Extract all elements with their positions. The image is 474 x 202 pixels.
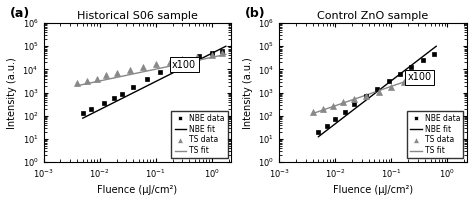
- NBE data: [219, 49, 225, 52]
- TS data: [341, 101, 346, 104]
- NBE data: [342, 110, 348, 113]
- NBE data: [324, 124, 329, 127]
- Y-axis label: Intensity (a.u.): Intensity (a.u.): [243, 57, 253, 128]
- Line: NBE data: NBE data: [80, 48, 224, 116]
- NBE data: [183, 59, 189, 61]
- NBE data: [101, 102, 107, 104]
- TS data: [114, 72, 119, 74]
- TS data: [320, 108, 326, 110]
- TS data: [140, 66, 146, 68]
- NBE data: [419, 59, 425, 61]
- Line: TS data: TS data: [310, 71, 433, 115]
- TS data: [376, 90, 382, 93]
- X-axis label: Fluence (μJ/cm²): Fluence (μJ/cm²): [333, 185, 413, 195]
- NBE data: [408, 66, 413, 68]
- Line: NBE data: NBE data: [316, 52, 437, 135]
- NBE data: [197, 55, 202, 57]
- NBE data: [111, 97, 117, 99]
- TS data: [428, 73, 433, 75]
- NBE data: [316, 131, 321, 133]
- NBE data: [386, 80, 392, 82]
- TS data: [153, 63, 159, 65]
- NBE data: [88, 108, 94, 110]
- Title: Control ZnO sample: Control ZnO sample: [318, 11, 428, 21]
- Text: (a): (a): [9, 7, 30, 20]
- X-axis label: Fluence (μJ/cm²): Fluence (μJ/cm²): [98, 185, 178, 195]
- NBE data: [374, 87, 380, 90]
- NBE data: [397, 73, 402, 75]
- TS data: [128, 69, 133, 71]
- TS data: [194, 56, 200, 58]
- TS data: [389, 86, 394, 88]
- TS data: [401, 81, 407, 83]
- TS data: [84, 80, 90, 82]
- NBE data: [144, 78, 150, 80]
- Text: (b): (b): [246, 7, 266, 20]
- TS data: [74, 82, 80, 85]
- TS data: [364, 94, 369, 97]
- Legend: NBE data, NBE fit, TS data, TS fit: NBE data, NBE fit, TS data, TS fit: [407, 110, 463, 158]
- NBE data: [157, 70, 163, 73]
- NBE data: [363, 95, 369, 97]
- TS data: [415, 76, 421, 79]
- TS data: [209, 54, 215, 56]
- Y-axis label: Intensity (a.u.): Intensity (a.u.): [7, 57, 17, 128]
- TS data: [167, 60, 173, 63]
- TS data: [330, 105, 336, 107]
- Title: Historical S06 sample: Historical S06 sample: [77, 11, 198, 21]
- NBE data: [119, 93, 125, 95]
- TS data: [310, 110, 316, 113]
- NBE data: [80, 112, 86, 114]
- Line: TS data: TS data: [74, 50, 225, 86]
- NBE data: [431, 53, 437, 56]
- NBE data: [209, 52, 215, 54]
- NBE data: [170, 65, 175, 67]
- TS data: [103, 74, 109, 77]
- NBE data: [352, 103, 357, 105]
- TS data: [180, 58, 185, 60]
- NBE data: [332, 118, 338, 121]
- Text: x100: x100: [172, 60, 196, 70]
- NBE data: [130, 85, 136, 88]
- TS data: [219, 52, 225, 54]
- TS data: [94, 78, 100, 80]
- TS data: [352, 98, 357, 100]
- Legend: NBE data, NBE fit, TS data, TS fit: NBE data, NBE fit, TS data, TS fit: [172, 110, 228, 158]
- Text: x100: x100: [408, 73, 432, 82]
